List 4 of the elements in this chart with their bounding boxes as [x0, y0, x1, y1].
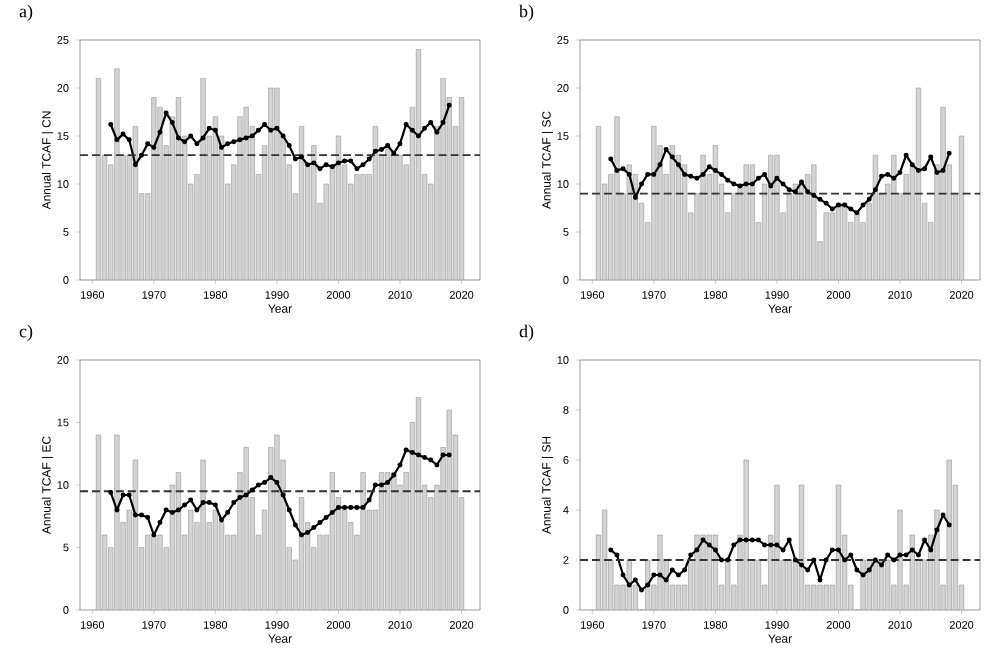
chart-title: a)	[19, 4, 33, 21]
chart-title: d)	[519, 324, 534, 341]
chart-title: b)	[519, 4, 534, 21]
chart-title: c)	[19, 324, 33, 341]
